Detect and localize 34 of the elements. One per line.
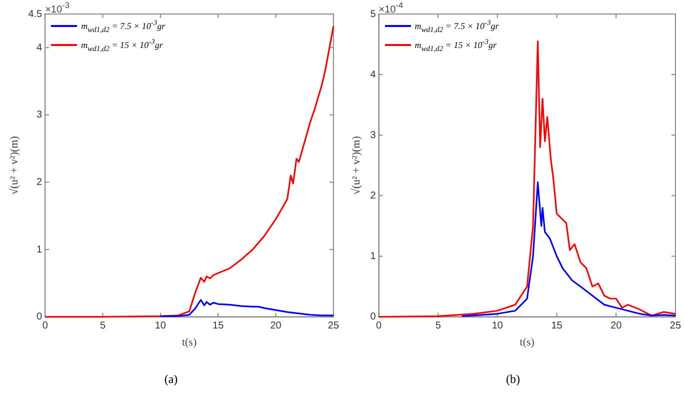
annotation: ×10$^{-4}$ [378,0,404,16]
legend-label: m$_{wd1,d2}$ = 15 × 10$^{-3}$gr [414,36,497,55]
text: (a) [163,372,179,387]
x-axis-title: t(s) [520,336,535,348]
x-tick-label: 20 [610,320,622,332]
legend-label: m$_{wd1,d2}$ = 15 × 10$^{-3}$gr [81,36,163,55]
y-axis-title: √(u² + v²)(m) [350,136,362,195]
y-tick-label: 1 [370,250,376,262]
y-tick-label: 4.5 [28,8,43,20]
y-axis-title: √(u² + v²)(m) [8,136,20,195]
y-tick-label: 4 [370,69,376,80]
x-axis-title: t(s) [182,336,197,348]
x-tick-label: 5 [100,320,106,332]
y-tick-label: 2 [36,176,43,188]
legend-label: m$_{wd1,d2}$ = 7.5 × 10$^{-3}$gr [81,17,166,36]
x-tick-label: 10 [492,320,504,332]
y-tick-label: 0 [36,312,43,323]
x-tick-label: 10 [154,320,166,332]
y-tick-label: 4 [36,42,43,54]
x-tick-label: 15 [551,320,563,332]
y-tick-label: 2 [370,190,376,202]
y-tick-label: 3 [36,110,43,121]
x-tick-label: 20 [270,320,282,332]
x-tick-label: 25 [670,320,682,332]
x-tick-label: 15 [212,320,224,332]
annotation: ×10$^{-3}$ [45,0,70,16]
y-tick-label: 5 [370,8,376,20]
x-tick-label: 25 [328,320,340,332]
y-tick-label: 0 [370,312,376,323]
x-tick-label: 5 [435,320,442,332]
legend-label: m$_{wd1,d2}$ = 7.5 × 10$^{-3}$gr [414,17,499,36]
y-tick-label: 1 [36,244,43,256]
text: (b) [505,372,521,387]
y-tick-label: 3 [370,130,376,141]
